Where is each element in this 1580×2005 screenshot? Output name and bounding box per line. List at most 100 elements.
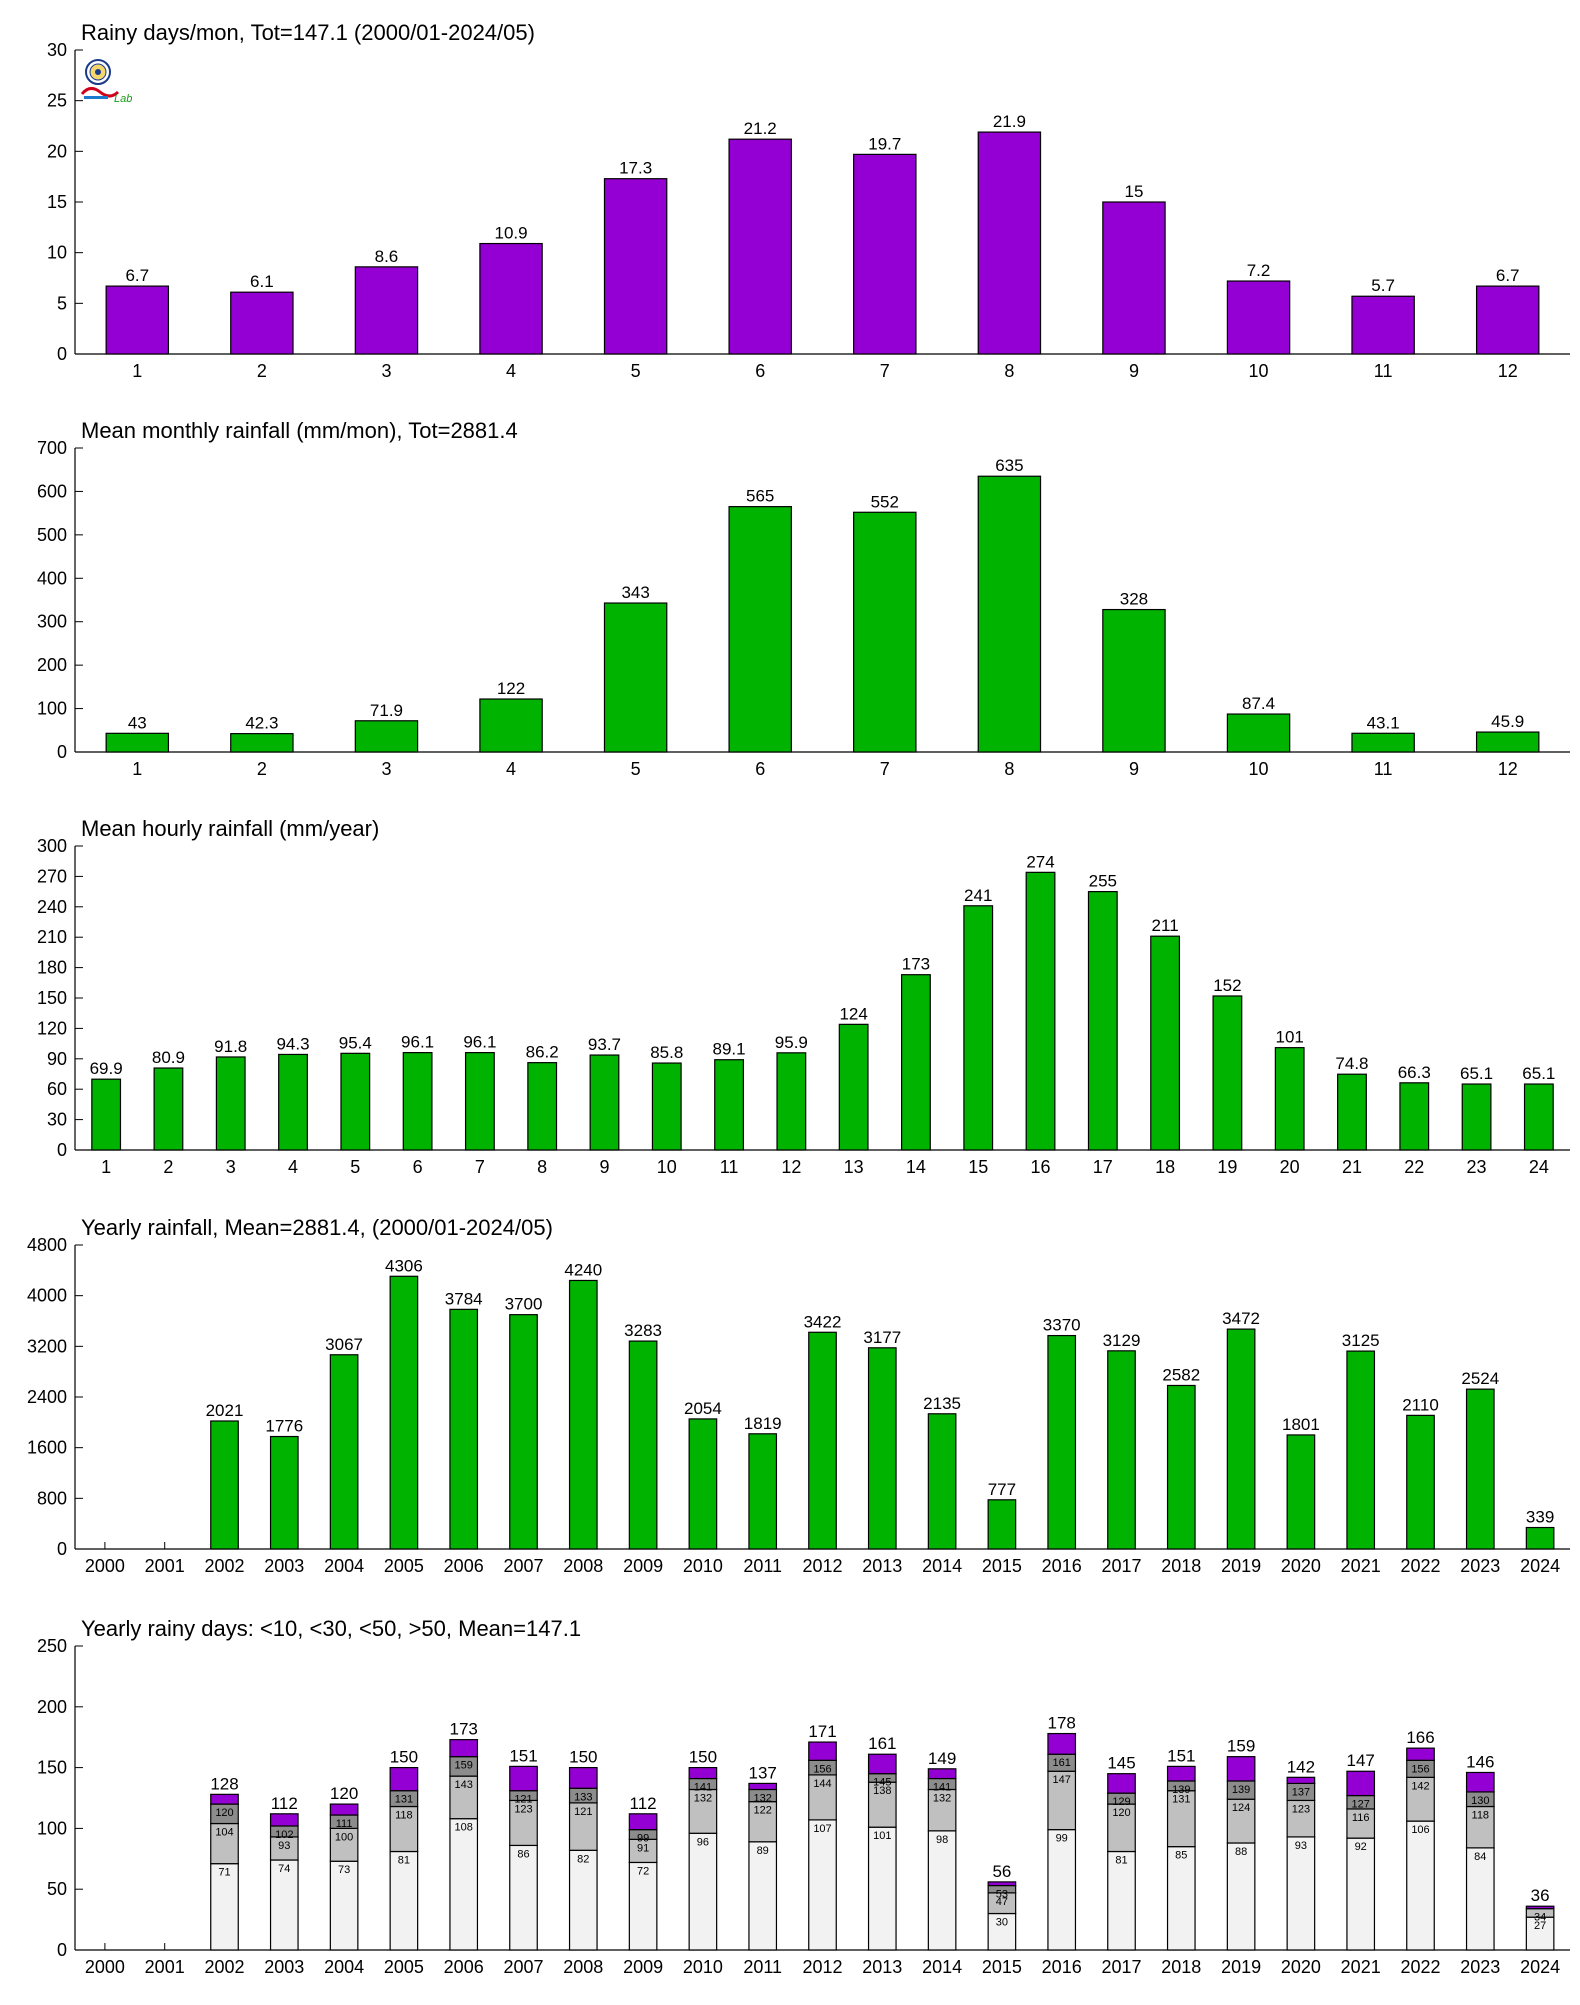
data-label: 343 (621, 583, 649, 602)
x-tick-label: 9 (599, 1157, 609, 1177)
y-tick-label: 30 (47, 40, 67, 60)
x-tick-label: 5 (631, 759, 641, 779)
bar (354, 266, 419, 355)
stack-total-label: 137 (749, 1763, 777, 1782)
x-tick-label: 4 (506, 759, 516, 779)
stack-segment-total (1166, 1765, 1196, 1782)
stack-segment-lt10 (1465, 1847, 1495, 1951)
x-tick-label: 9 (1129, 361, 1139, 381)
x-tick-label: 2023 (1460, 1957, 1500, 1977)
x-tick-label: 2020 (1281, 1957, 1321, 1977)
x-tick-label: 10 (1249, 361, 1269, 381)
x-tick-label: 2001 (145, 1957, 185, 1977)
bar (329, 1354, 359, 1550)
stack-label-lt30: 120 (1112, 1807, 1130, 1819)
bar (748, 1433, 778, 1550)
stack-segment-lt10 (1226, 1842, 1256, 1951)
x-tick-label: 19 (1217, 1157, 1237, 1177)
data-label: 3422 (804, 1312, 842, 1331)
y-tick-label: 50 (47, 1879, 67, 1899)
bar (628, 1340, 658, 1550)
stack-total-label: 145 (1107, 1754, 1135, 1773)
stack-segment-lt30 (329, 1827, 359, 1862)
x-tick-label: 12 (1498, 759, 1518, 779)
bar (105, 285, 170, 355)
stack-total-label: 120 (330, 1784, 358, 1803)
bar (1025, 871, 1056, 1151)
x-tick-label: 15 (968, 1157, 988, 1177)
bar (1475, 731, 1540, 753)
bar (1166, 1384, 1196, 1550)
y-tick-label: 150 (37, 988, 67, 1008)
data-label: 2135 (923, 1394, 961, 1413)
data-label: 6.1 (250, 272, 274, 291)
y-tick-label: 0 (57, 742, 67, 762)
x-tick-label: 2005 (384, 1957, 424, 1977)
bar (1226, 1328, 1256, 1550)
stack-total-label: 150 (569, 1748, 597, 1767)
stack-total-label: 171 (808, 1722, 836, 1741)
bar (153, 1067, 184, 1151)
stack-label-lt50: 132 (754, 1792, 772, 1804)
data-label: 3283 (624, 1321, 662, 1340)
data-label: 777 (988, 1480, 1016, 1499)
x-tick-label: 2 (257, 361, 267, 381)
x-tick-label: 7 (880, 759, 890, 779)
x-tick-label: 8 (1004, 759, 1014, 779)
stack-segment-lt30 (748, 1801, 778, 1843)
y-tick-label: 0 (57, 1140, 67, 1160)
data-label: 5.7 (1371, 276, 1395, 295)
data-label: 96.1 (463, 1033, 496, 1052)
x-tick-label: 1 (101, 1157, 111, 1177)
bar (479, 242, 543, 355)
stack-total-label: 56 (992, 1862, 1011, 1881)
x-tick-label: 2006 (444, 1556, 484, 1576)
x-tick-label: 2015 (982, 1957, 1022, 1977)
x-tick-label: 2019 (1221, 1556, 1261, 1576)
stack-total-label: 150 (390, 1748, 418, 1767)
stack-label-lt30: 122 (754, 1805, 772, 1817)
data-label: 86.2 (526, 1043, 559, 1062)
bar (509, 1314, 538, 1550)
stack-label-lt10: 27 (1534, 1920, 1546, 1932)
y-tick-label: 500 (37, 525, 67, 545)
bar (1087, 890, 1118, 1151)
x-tick-label: 22 (1404, 1157, 1424, 1177)
data-label: 93.7 (588, 1035, 621, 1054)
bar (838, 1023, 869, 1151)
stack-label-lt10: 92 (1355, 1841, 1367, 1853)
stack-segment-lt30 (1226, 1798, 1256, 1844)
data-label: 96.1 (401, 1033, 434, 1052)
stack-label-lt50: 137 (1292, 1786, 1310, 1798)
bar (568, 1279, 598, 1550)
y-tick-label: 25 (47, 91, 67, 111)
x-tick-label: 21 (1342, 1157, 1362, 1177)
stack-label-lt30: 118 (1472, 1810, 1490, 1822)
stack-total-label: 147 (1347, 1751, 1375, 1770)
bar (963, 905, 994, 1151)
bar (402, 1052, 433, 1151)
x-tick-label: 2017 (1101, 1957, 1141, 1977)
stack-label-lt30: 132 (933, 1792, 951, 1804)
x-tick-label: 2014 (922, 1556, 962, 1576)
stack-segment-total (568, 1766, 598, 1789)
stack-segment-lt10 (1406, 1820, 1435, 1951)
stack-total-label: 178 (1048, 1714, 1076, 1733)
stack-label-lt30: 100 (335, 1831, 353, 1843)
y-tick-label: 100 (37, 699, 67, 719)
x-tick-label: 2021 (1341, 1556, 1381, 1576)
data-label: 3472 (1222, 1309, 1260, 1328)
stack-label-lt50: 129 (1112, 1796, 1130, 1808)
x-tick-label: 2003 (264, 1957, 304, 1977)
stack-total-label: 161 (868, 1734, 896, 1753)
bar (589, 1054, 620, 1151)
data-label: 21.9 (993, 112, 1026, 131)
data-label: 2582 (1162, 1365, 1200, 1384)
x-tick-label: 2016 (1042, 1556, 1082, 1576)
x-tick-label: 2022 (1400, 1556, 1440, 1576)
x-tick-label: 2010 (683, 1957, 723, 1977)
y-tick-label: 240 (37, 897, 67, 917)
mean-hourly-rainfall-chart: Mean hourly rainfall (mm/year)0306090120… (37, 816, 1570, 1177)
stack-segment-lt10 (210, 1863, 239, 1951)
